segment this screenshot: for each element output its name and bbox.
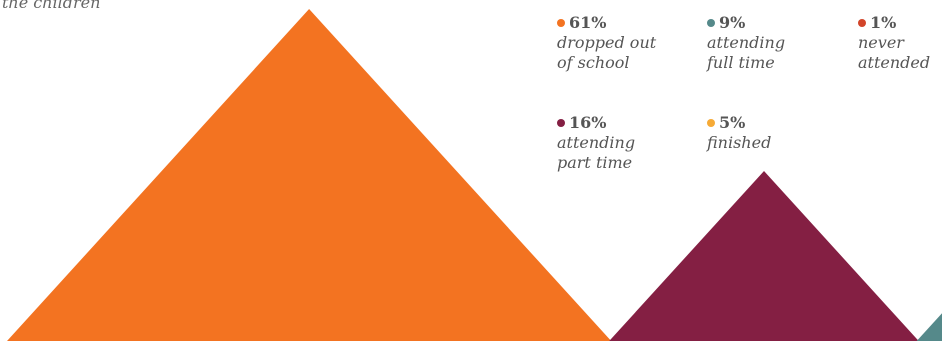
legend-value: 5% [719,113,746,132]
legend-value: 1% [870,13,897,32]
triangle-attending-part-time [609,171,919,341]
triangle-attending-full-time [916,313,942,341]
legend-desc-line: part time [557,153,633,172]
legend-desc-line: attended [858,53,931,72]
legend-item-attending-part-time: 16% attending part time [557,113,687,173]
top-caption: the children [2,0,101,12]
legend-value: 61% [569,13,607,32]
legend-dot [707,119,715,127]
legend-item-never-attended: 1% never attended [858,13,942,73]
legend-dot [557,119,565,127]
legend-desc-line: dropped out [557,33,657,52]
legend-desc-line: never [858,33,904,52]
legend-dot [707,19,715,27]
legend-dot [858,19,866,27]
legend-desc-line: full time [707,53,775,72]
legend-value: 9% [719,13,746,32]
legend-item-dropped-out: 61% dropped out of school [557,13,687,73]
legend-item-attending-full-time: 9% attending full time [707,13,837,73]
triangle-dropped-out [7,9,612,341]
legend-desc-line: attending [557,133,636,152]
legend-desc-line: attending [707,33,786,52]
legend-desc-line: of school [557,53,630,72]
legend-value: 16% [569,113,607,132]
legend-dot [557,19,565,27]
legend-item-finished: 5% finished [707,113,837,153]
legend-desc-line: finished [707,133,772,152]
